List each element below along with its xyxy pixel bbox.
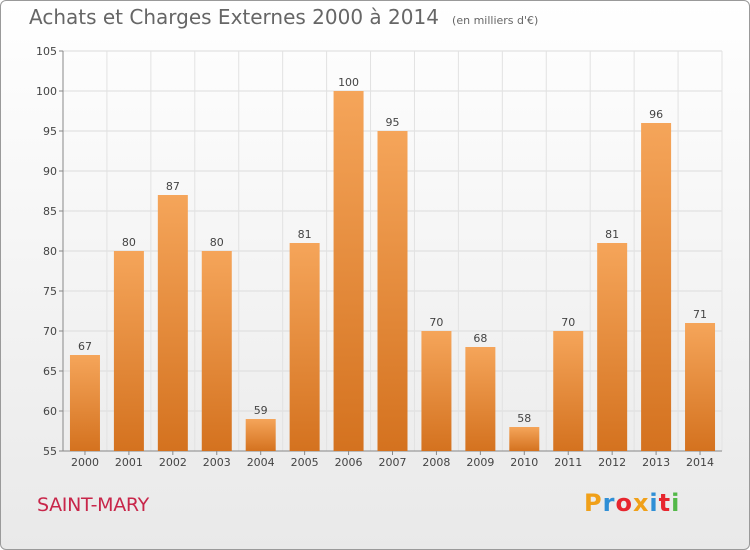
data-label: 68 bbox=[473, 332, 487, 345]
label-layer: 67 80 87 80 59 81 100 95 70 68 58 70 81 96 71 bbox=[78, 76, 707, 425]
data-label: 87 bbox=[166, 180, 180, 193]
data-label: 59 bbox=[254, 404, 268, 417]
data-label: 100 bbox=[338, 76, 359, 89]
data-label: 96 bbox=[649, 108, 663, 121]
x-tick-label: 2005 bbox=[291, 456, 319, 469]
x-tick-label: 2007 bbox=[379, 456, 407, 469]
x-tick-label: 2001 bbox=[115, 456, 143, 469]
logo-letter: t bbox=[658, 489, 672, 517]
bar bbox=[509, 427, 540, 451]
axis-layer: 55 60 65 70 75 80 85 90 95 100 105 2000 2001 2002 2003… bbox=[36, 45, 722, 469]
data-label: 80 bbox=[210, 236, 224, 249]
data-label: 70 bbox=[561, 316, 575, 329]
title-main: Achats et Charges Externes 2000 à 2014 bbox=[29, 5, 439, 29]
x-tick-label: 2000 bbox=[71, 456, 99, 469]
data-label: 70 bbox=[429, 316, 443, 329]
chart-title: Achats et Charges Externes 2000 à 2014 (… bbox=[29, 5, 538, 29]
y-tick-label: 85 bbox=[43, 205, 57, 218]
bar bbox=[641, 123, 672, 451]
x-tick-label: 2004 bbox=[247, 456, 275, 469]
bar bbox=[685, 323, 716, 451]
x-tick-label: 2003 bbox=[203, 456, 231, 469]
commune-name: SAINT-MARY bbox=[37, 494, 149, 516]
bar bbox=[553, 331, 584, 451]
bar bbox=[245, 419, 276, 451]
y-tick-label: 95 bbox=[43, 125, 57, 138]
data-label: 58 bbox=[517, 412, 531, 425]
bar bbox=[333, 91, 364, 451]
logo-letter: x bbox=[632, 489, 650, 517]
data-label: 81 bbox=[605, 228, 619, 241]
y-tick-label: 90 bbox=[43, 165, 57, 178]
y-tick-label: 75 bbox=[43, 285, 57, 298]
logo-letter: P bbox=[584, 489, 603, 517]
bar bbox=[201, 251, 232, 451]
y-tick-label: 105 bbox=[36, 45, 57, 58]
title-unit: (en milliers d'€) bbox=[452, 14, 539, 27]
x-tick-label: 2012 bbox=[598, 456, 626, 469]
data-label: 81 bbox=[298, 228, 312, 241]
logo-letter: r bbox=[602, 489, 616, 517]
logo-letter: o bbox=[615, 489, 633, 517]
x-tick-label: 2002 bbox=[159, 456, 187, 469]
x-tick-label: 2011 bbox=[554, 456, 582, 469]
x-tick-label: 2006 bbox=[335, 456, 363, 469]
logo-letter: i bbox=[671, 489, 681, 517]
bar bbox=[421, 331, 452, 451]
logo-letter: i bbox=[649, 489, 659, 517]
x-tick-label: 2008 bbox=[422, 456, 450, 469]
y-tick-label: 80 bbox=[43, 245, 57, 258]
x-tick-label: 2010 bbox=[510, 456, 538, 469]
data-label: 80 bbox=[122, 236, 136, 249]
proxiti-logo: Proxiti bbox=[584, 489, 680, 517]
bar bbox=[377, 131, 408, 451]
bar bbox=[597, 243, 628, 451]
y-tick-label: 55 bbox=[43, 445, 57, 458]
bar-layer bbox=[69, 91, 716, 451]
data-label: 95 bbox=[386, 116, 400, 129]
x-tick-label: 2013 bbox=[642, 456, 670, 469]
bar bbox=[69, 355, 100, 451]
x-tick-label: 2014 bbox=[686, 456, 714, 469]
data-label: 71 bbox=[693, 308, 707, 321]
bar bbox=[113, 251, 144, 451]
data-label: 67 bbox=[78, 340, 92, 353]
y-tick-label: 100 bbox=[36, 85, 57, 98]
bar bbox=[157, 195, 188, 451]
y-tick-label: 60 bbox=[43, 405, 57, 418]
bar bbox=[289, 243, 320, 451]
y-tick-label: 65 bbox=[43, 365, 57, 378]
bar bbox=[465, 347, 496, 451]
x-tick-label: 2009 bbox=[466, 456, 494, 469]
y-tick-label: 70 bbox=[43, 325, 57, 338]
